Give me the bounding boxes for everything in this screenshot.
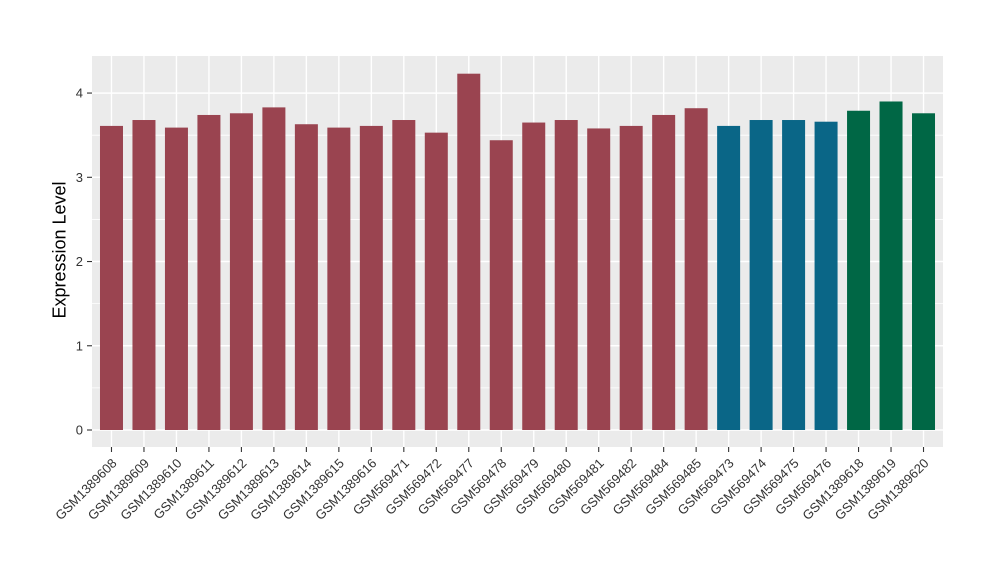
bar-GSM1389614: [294, 124, 318, 430]
bar-GSM1389616: [359, 125, 383, 430]
bar-GSM569484: [652, 114, 676, 431]
bar-GSM569476: [814, 121, 838, 431]
bar-GSM569478: [489, 140, 513, 430]
bar-GSM569472: [424, 132, 448, 431]
bar-GSM1389611: [197, 114, 221, 431]
bar-GSM569474: [749, 120, 773, 431]
bar-GSM1389620: [912, 113, 936, 430]
y-axis-title: Expression Level: [49, 181, 70, 319]
bar-GSM569482: [619, 125, 643, 430]
y-tick-label: 2: [76, 254, 83, 269]
bar-GSM1389610: [164, 127, 188, 431]
bar-GSM569471: [392, 120, 416, 431]
bar-GSM1389619: [879, 101, 903, 431]
bar-GSM1389613: [262, 107, 286, 431]
y-tick-label: 4: [76, 86, 83, 101]
bar-GSM569480: [554, 120, 578, 431]
bar-GSM569475: [782, 120, 806, 431]
y-tick-label: 0: [76, 423, 83, 438]
bar-GSM1389618: [847, 110, 871, 430]
bar-GSM569473: [717, 125, 741, 430]
y-tick-label: 1: [76, 338, 83, 353]
bar-GSM569477: [457, 73, 481, 431]
y-tick-label: 3: [76, 170, 83, 185]
bar-GSM569481: [587, 128, 611, 430]
bar-GSM1389608: [99, 125, 123, 430]
bar-GSM1389612: [229, 113, 253, 430]
bar-GSM569479: [522, 122, 546, 430]
bar-GSM1389615: [327, 127, 351, 431]
bar-GSM569485: [684, 108, 708, 431]
bar-GSM1389609: [132, 120, 156, 431]
